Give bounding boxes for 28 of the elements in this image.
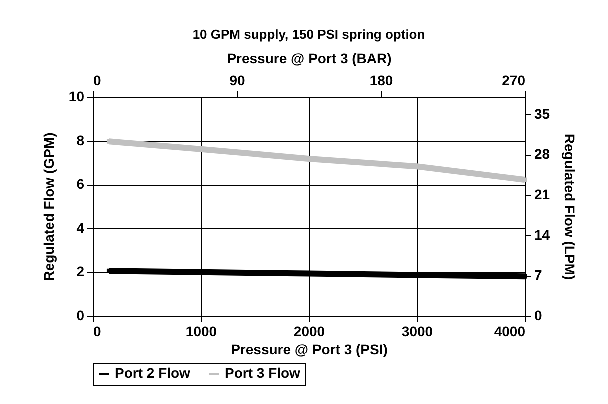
- y-tick-label: 10: [68, 88, 85, 104]
- x-tick-label: 3000: [402, 324, 434, 340]
- y-tick-label: 6: [76, 176, 85, 192]
- y-tick-label: 4: [76, 220, 85, 236]
- x-axis-title: Pressure @ Port 3 (PSI): [231, 342, 388, 358]
- y2-tick-label: 28: [534, 146, 550, 162]
- x-tick-label: 2000: [294, 324, 326, 340]
- y2-tick-label: 21: [534, 186, 550, 202]
- chart-title: 10 GPM supply, 150 PSI spring option: [192, 27, 426, 42]
- y2-tick-label: 0: [534, 308, 542, 324]
- y2-tick-label: 35: [534, 106, 550, 122]
- x2-tick-label: 0: [94, 72, 102, 88]
- y2-axis-title: Regulated Flow (LPM): [562, 134, 578, 280]
- x2-tick-label: 180: [370, 72, 394, 88]
- x2-tick-label: 90: [230, 72, 246, 88]
- x-tick-label: 1000: [186, 324, 218, 340]
- x2-axis-title: Pressure @ Port 3 (BAR): [227, 50, 392, 66]
- y-axis-title: Regulated Flow (GPM): [40, 132, 57, 282]
- y-tick-label: 2: [76, 264, 85, 280]
- y-tick-label: 0: [76, 308, 85, 324]
- y-tick-label: 8: [76, 132, 85, 148]
- legend-label: Port 3 Flow: [225, 365, 301, 381]
- legend-label: Port 2 Flow: [115, 365, 191, 381]
- x-tick-label: 0: [94, 324, 102, 340]
- x-tick-label: 4000: [494, 324, 526, 340]
- y2-tick-label: 14: [534, 226, 550, 243]
- x2-tick-label: 270: [502, 72, 526, 88]
- y2-tick-label: 7: [534, 267, 542, 284]
